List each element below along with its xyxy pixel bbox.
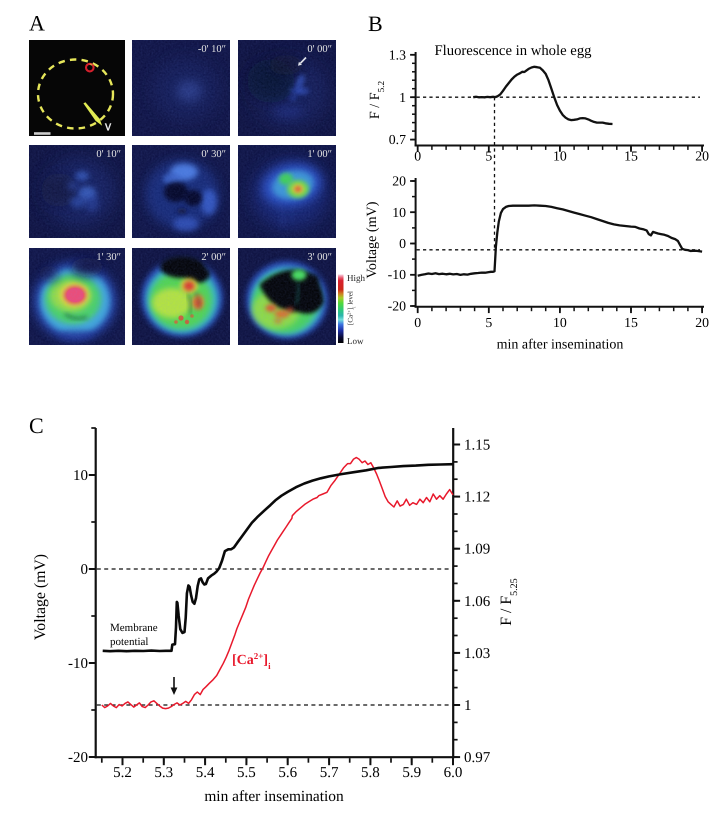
svg-text:10: 10 [553, 315, 567, 330]
svg-text:min after insemination: min after insemination [497, 338, 624, 353]
svg-text:5.3: 5.3 [154, 765, 173, 781]
svg-text:20: 20 [392, 174, 406, 189]
svg-text:Voltage (mV): Voltage (mV) [32, 554, 49, 640]
svg-text:5.5: 5.5 [237, 765, 256, 781]
svg-text:2' 00″: 2' 00″ [201, 252, 226, 263]
svg-text:Fluorescence in whole egg: Fluorescence in whole egg [434, 43, 592, 59]
svg-text:-10: -10 [68, 656, 88, 672]
svg-text:Membrane: Membrane [110, 622, 158, 634]
svg-text:0: 0 [81, 562, 89, 578]
svg-text:1.15: 1.15 [464, 438, 490, 454]
svg-text:15: 15 [624, 315, 638, 330]
svg-text:High: High [347, 273, 366, 283]
svg-text:0: 0 [414, 149, 421, 164]
svg-text:5: 5 [485, 315, 492, 330]
svg-text:1.3: 1.3 [389, 48, 406, 63]
svg-text:15: 15 [624, 149, 638, 164]
svg-text:0' 30″: 0' 30″ [201, 149, 226, 160]
svg-text:0.97: 0.97 [464, 750, 491, 766]
svg-text:0.7: 0.7 [389, 132, 406, 147]
svg-text:5.8: 5.8 [361, 765, 380, 781]
svg-text:5: 5 [485, 149, 492, 164]
svg-text:5.4: 5.4 [196, 765, 215, 781]
svg-text:0: 0 [399, 236, 406, 251]
svg-text:6.0: 6.0 [444, 765, 463, 781]
svg-text:10: 10 [392, 205, 406, 220]
svg-text:1: 1 [399, 90, 406, 105]
svg-text:5.7: 5.7 [320, 765, 339, 781]
svg-text:min after insemination: min after insemination [204, 788, 344, 805]
svg-text:1.03: 1.03 [464, 646, 490, 662]
svg-text:3' 00″: 3' 00″ [307, 252, 332, 263]
svg-text:5.2: 5.2 [113, 765, 132, 781]
svg-text:20: 20 [695, 149, 709, 164]
svg-text:-20: -20 [388, 299, 406, 314]
svg-text:1' 00″: 1' 00″ [307, 149, 332, 160]
svg-text:10: 10 [73, 468, 88, 484]
svg-text:10: 10 [553, 149, 567, 164]
svg-text:0: 0 [414, 315, 421, 330]
svg-text:A: A [29, 11, 45, 36]
svg-text:1.09: 1.09 [464, 542, 490, 558]
svg-text:20: 20 [695, 315, 709, 330]
svg-text:Low: Low [347, 336, 364, 346]
svg-text:0' 10″: 0' 10″ [96, 149, 121, 160]
svg-text:1.12: 1.12 [464, 490, 490, 506]
svg-text:B: B [368, 11, 383, 36]
svg-text:-0' 10″: -0' 10″ [198, 44, 226, 55]
svg-text:1: 1 [464, 698, 472, 714]
svg-text:1' 30″: 1' 30″ [96, 252, 121, 263]
svg-text:0' 00″: 0' 00″ [307, 44, 332, 55]
svg-text:Voltage (mV): Voltage (mV) [364, 201, 380, 278]
svg-text:C: C [29, 413, 44, 438]
svg-text:5.6: 5.6 [278, 765, 297, 781]
svg-text:-10: -10 [388, 267, 406, 282]
svg-text:5.9: 5.9 [402, 765, 421, 781]
svg-text:potential: potential [110, 636, 149, 648]
svg-text:1.06: 1.06 [464, 594, 491, 610]
svg-text:[Ca2+]i level: [Ca2+]i level [346, 291, 356, 325]
svg-text:-20: -20 [68, 750, 88, 766]
